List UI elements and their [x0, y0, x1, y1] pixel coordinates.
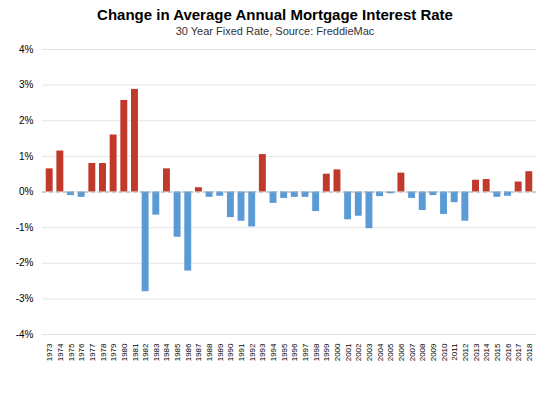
svg-text:1992: 1992: [248, 343, 257, 361]
svg-text:1981: 1981: [131, 343, 140, 361]
svg-text:2005: 2005: [386, 343, 395, 361]
svg-text:2011: 2011: [450, 343, 459, 361]
svg-text:2016: 2016: [504, 343, 513, 361]
svg-text:3%: 3%: [19, 79, 34, 90]
html-text:30 Year Fixed Rate, Source: Fr: 30 Year Fixed Rate, Source: FreddieMac: [175, 25, 375, 37]
svg-text:2015: 2015: [493, 343, 502, 361]
svg-text:1979: 1979: [109, 343, 118, 361]
svg-text:-1%: -1%: [16, 222, 34, 233]
svg-text:2006: 2006: [397, 343, 406, 361]
svg-text:1995: 1995: [280, 343, 289, 361]
svg-text:1%: 1%: [19, 151, 34, 162]
svg-text:2017: 2017: [514, 343, 523, 361]
svg-text:2000: 2000: [333, 343, 342, 361]
svg-text:2012: 2012: [461, 343, 470, 361]
svg-text:4%: 4%: [19, 44, 34, 55]
svg-text:0%: 0%: [19, 186, 34, 197]
svg-text:1983: 1983: [152, 343, 161, 361]
svg-text:-3%: -3%: [16, 293, 34, 304]
svg-text:1982: 1982: [141, 343, 150, 361]
svg-text:1975: 1975: [67, 343, 76, 361]
svg-text:1998: 1998: [312, 343, 321, 361]
svg-text:1990: 1990: [226, 343, 235, 361]
svg-text:1984: 1984: [162, 343, 171, 361]
svg-text:1974: 1974: [56, 343, 65, 361]
svg-text:1989: 1989: [216, 343, 225, 361]
svg-text:1996: 1996: [290, 343, 299, 361]
html-text:Change in Average Annual Mortg: Change in Average Annual Mortgage Intere…: [97, 6, 453, 23]
svg-text:1993: 1993: [258, 343, 267, 361]
svg-text:2001: 2001: [344, 343, 353, 361]
svg-text:2010: 2010: [440, 343, 449, 361]
svg-text:1977: 1977: [88, 343, 97, 361]
svg-text:2009: 2009: [429, 343, 438, 361]
svg-text:1987: 1987: [194, 343, 203, 361]
svg-text:2002: 2002: [354, 343, 363, 361]
svg-text:1976: 1976: [77, 343, 86, 361]
svg-text:1978: 1978: [99, 343, 108, 361]
svg-text:2004: 2004: [376, 343, 385, 361]
svg-text:-2%: -2%: [16, 257, 34, 268]
svg-text:-4%: -4%: [16, 329, 34, 340]
svg-text:2008: 2008: [418, 343, 427, 361]
svg-text:1994: 1994: [269, 343, 278, 361]
svg-text:1986: 1986: [184, 343, 193, 361]
svg-text:1997: 1997: [301, 343, 310, 361]
svg-text:1973: 1973: [45, 343, 54, 361]
svg-text:1985: 1985: [173, 343, 182, 361]
svg-text:2013: 2013: [472, 343, 481, 361]
svg-text:2007: 2007: [408, 343, 417, 361]
svg-text:1988: 1988: [205, 343, 214, 361]
svg-text:2018: 2018: [525, 343, 534, 361]
svg-text:1999: 1999: [322, 343, 331, 361]
svg-text:2%: 2%: [19, 115, 34, 126]
svg-text:2014: 2014: [482, 343, 491, 361]
svg-text:2003: 2003: [365, 343, 374, 361]
svg-text:1991: 1991: [237, 343, 246, 361]
svg-text:1980: 1980: [120, 343, 129, 361]
